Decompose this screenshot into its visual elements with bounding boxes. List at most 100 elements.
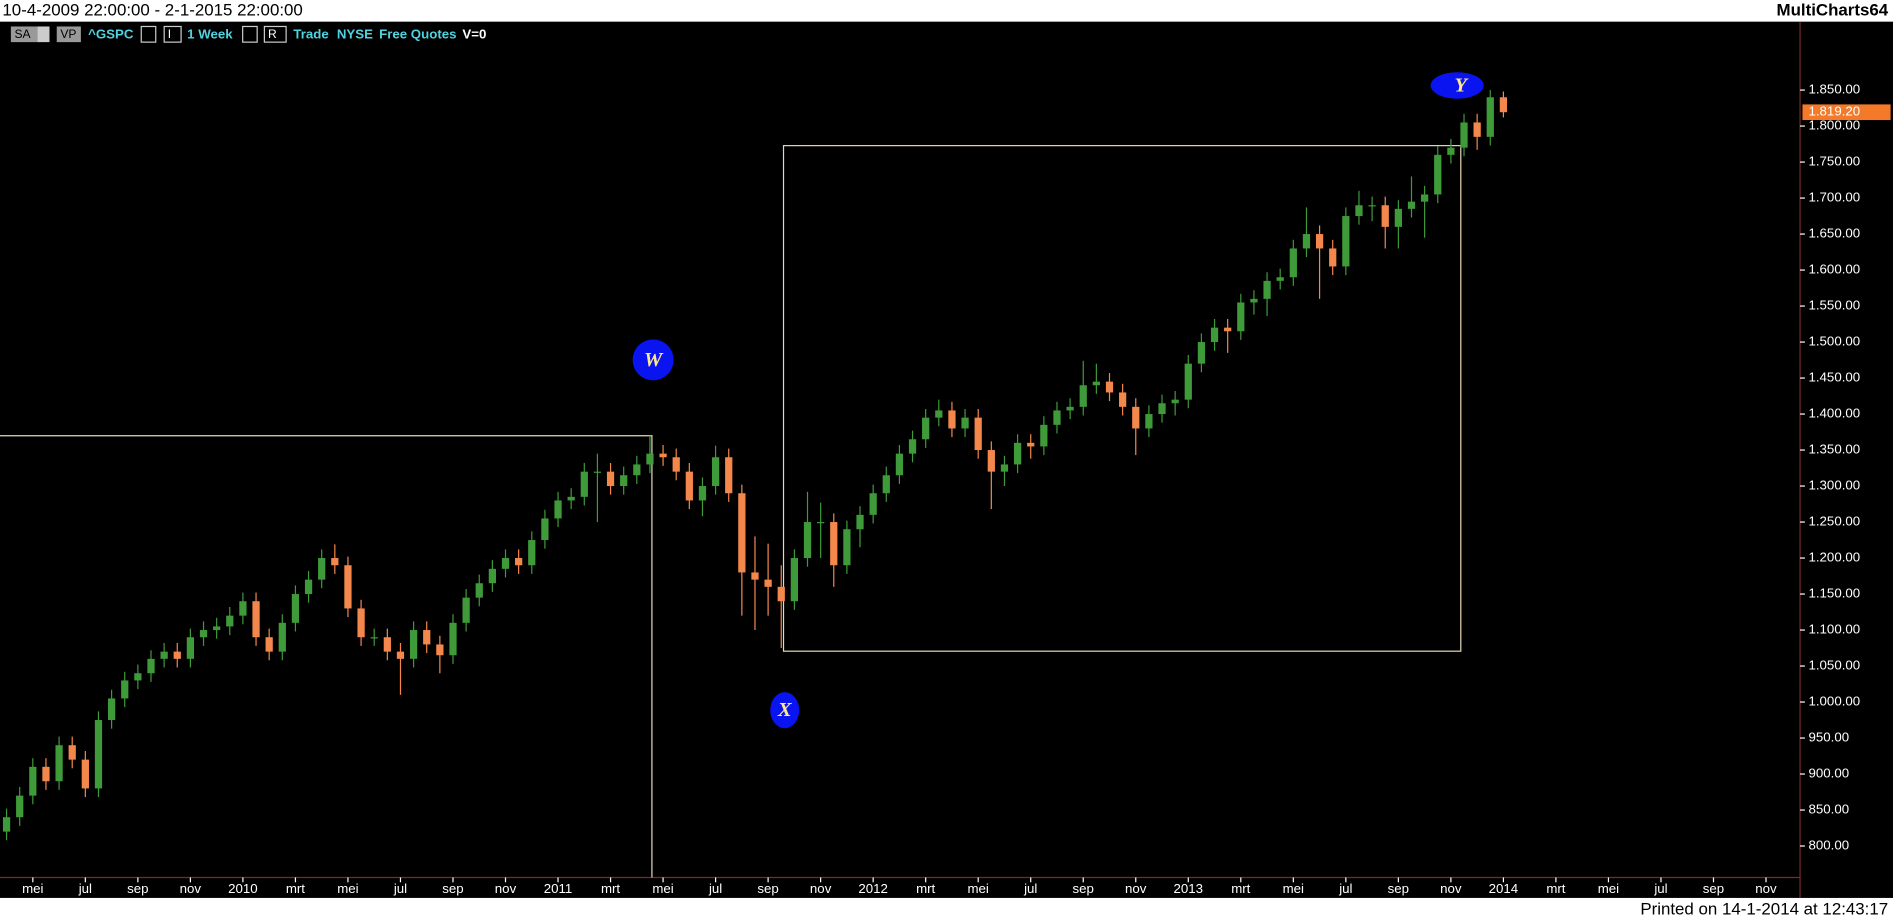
candle-body xyxy=(817,522,825,524)
y-tick-label: 1.400.00 xyxy=(1808,406,1860,421)
candle-body xyxy=(1027,442,1035,447)
x-tick-label: jul xyxy=(1338,881,1352,896)
toolbar-item[interactable]: ^GSPC xyxy=(88,26,134,41)
candle-body xyxy=(974,417,982,451)
candle-body xyxy=(1237,302,1245,332)
x-tick-label: 2014 xyxy=(1489,881,1519,896)
x-tick-label: sep xyxy=(1388,881,1409,896)
candle-body xyxy=(2,817,11,832)
x-tick-label: mrt xyxy=(1546,881,1565,896)
candle-body xyxy=(1000,464,1009,472)
candle-body xyxy=(961,417,969,429)
candle-body xyxy=(1092,381,1100,386)
candle-body xyxy=(646,453,654,465)
candle-body xyxy=(987,450,995,472)
candle-body xyxy=(436,644,444,656)
x-tick-label: nov xyxy=(1755,881,1777,896)
candle-body xyxy=(856,514,864,530)
toolbar-item[interactable]: R xyxy=(268,27,277,41)
x-tick-label: nov xyxy=(495,881,517,896)
candle-body xyxy=(1053,410,1061,425)
y-tick-label: 1.150.00 xyxy=(1808,586,1860,601)
candle-body xyxy=(790,558,798,602)
candle-body xyxy=(147,658,155,674)
toolbar-item[interactable]: SA xyxy=(14,27,31,41)
drawn-box[interactable] xyxy=(0,435,653,878)
x-tick-label: sep xyxy=(442,881,463,896)
x-tick-label: mrt xyxy=(601,881,620,896)
wave-marker[interactable] xyxy=(1430,72,1484,99)
toolbar-item[interactable]: VP xyxy=(60,27,76,41)
y-tick-label: 1.500.00 xyxy=(1808,334,1860,349)
candle-body xyxy=(1342,216,1350,267)
wave-label: X xyxy=(777,699,793,721)
x-tick-label: mrt xyxy=(286,881,305,896)
candle-body xyxy=(1447,147,1455,155)
x-tick-label: 2012 xyxy=(858,881,888,896)
candle-body xyxy=(1224,327,1232,332)
toolbar-item[interactable]: I xyxy=(168,27,171,41)
candle-body xyxy=(226,615,234,627)
candle-body xyxy=(895,453,904,476)
candle-body xyxy=(1197,342,1206,364)
x-tick-label: 2010 xyxy=(228,881,258,896)
x-tick-label: jul xyxy=(1023,881,1037,896)
y-tick-label: 950.00 xyxy=(1808,730,1849,745)
x-tick-label: jul xyxy=(78,881,92,896)
candle-body xyxy=(1250,298,1258,303)
app-name: MultiCharts64 xyxy=(1777,0,1889,19)
candle-body xyxy=(908,439,917,454)
wave-marker[interactable] xyxy=(632,339,674,381)
candle-body xyxy=(1355,205,1363,217)
candle-body xyxy=(94,720,103,789)
wave-marker[interactable] xyxy=(770,692,800,729)
y-tick-label: 1.700.00 xyxy=(1808,190,1860,205)
candle-body xyxy=(42,766,50,782)
candle-body xyxy=(1381,205,1389,227)
y-tick-label: 1.600.00 xyxy=(1808,262,1860,277)
candle-body xyxy=(357,608,365,638)
candle-body xyxy=(528,540,536,566)
x-tick-label: nov xyxy=(1440,881,1462,896)
wave-label: W xyxy=(644,349,664,371)
candle-body xyxy=(1394,208,1402,227)
candle-body xyxy=(1368,205,1376,207)
candle-body xyxy=(1145,414,1153,429)
header-bar xyxy=(0,0,1893,22)
toolbar-item[interactable]: 1 Week xyxy=(187,26,233,41)
candle-body xyxy=(1105,381,1114,393)
candle-body xyxy=(199,630,208,638)
dropdown[interactable] xyxy=(242,25,258,43)
candle-body xyxy=(291,594,300,623)
drawn-box[interactable] xyxy=(782,145,1462,652)
x-tick-label: jul xyxy=(708,881,722,896)
candle-body xyxy=(121,680,129,699)
candle-body xyxy=(1434,154,1442,195)
candle-body xyxy=(501,558,510,569)
x-tick-label: jul xyxy=(393,881,407,896)
toolbar-item: Free Quotes xyxy=(379,26,456,41)
candle-body xyxy=(278,622,286,652)
range-button[interactable] xyxy=(263,25,287,43)
candle-body xyxy=(252,601,260,638)
dropdown[interactable] xyxy=(140,25,157,43)
candle-body xyxy=(1421,194,1429,202)
candle-body xyxy=(685,471,693,501)
x-tick-label: nov xyxy=(810,881,832,896)
candle-body xyxy=(1119,392,1127,407)
x-tick-label: 2011 xyxy=(544,881,573,896)
candles xyxy=(2,90,1508,841)
y-tick-label: 1.200.00 xyxy=(1808,550,1860,565)
vp-button[interactable] xyxy=(56,26,81,43)
y-tick-label: 1.050.00 xyxy=(1808,658,1860,673)
candle-body xyxy=(567,496,575,501)
candle-body xyxy=(68,745,76,760)
y-tick-label: 1.800.00 xyxy=(1808,118,1860,133)
sa-button[interactable] xyxy=(10,26,38,43)
candle-body xyxy=(173,651,181,659)
dropdown[interactable] xyxy=(37,26,50,43)
candle-body xyxy=(672,457,680,472)
candle-body xyxy=(922,417,930,440)
x-tick-label: sep xyxy=(127,881,148,896)
interval-button[interactable] xyxy=(163,25,182,43)
